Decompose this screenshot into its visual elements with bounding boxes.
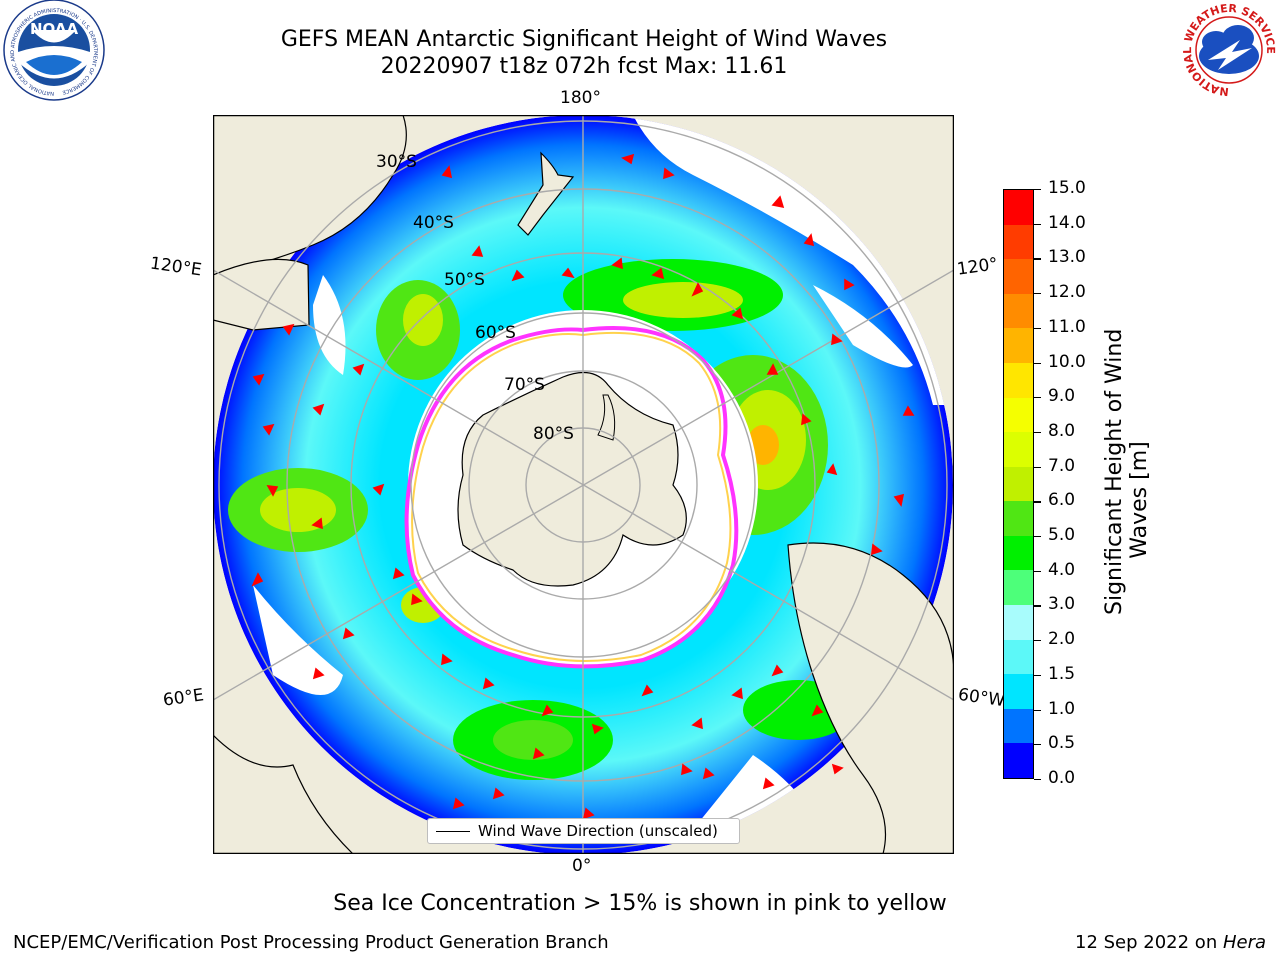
lat-label-30s: 30°S (376, 152, 417, 172)
colorbar-segment (1004, 431, 1033, 467)
colorbar-tick-label: 8.0 (1048, 420, 1076, 441)
colorbar-segment (1004, 535, 1033, 571)
colorbar-tick-label: 4.0 (1048, 559, 1076, 580)
colorbar-tick-label: 15.0 (1048, 178, 1086, 198)
lat-label-40s: 40°S (413, 213, 454, 233)
colorbar-segment (1004, 742, 1033, 778)
lon-label-60w: 60°W (956, 684, 1007, 712)
colorbar-tick-label: 3.0 (1048, 594, 1076, 615)
colorbar-tick-mark (1034, 223, 1041, 225)
colorbar-tick-mark (1034, 744, 1041, 746)
colorbar-tick-label: 9.0 (1048, 386, 1076, 407)
colorbar-tick-mark (1034, 466, 1041, 468)
colorbar-tick-label: 0.0 (1048, 768, 1076, 788)
colorbar-tick-label: 1.5 (1048, 663, 1076, 684)
lon-label-120e: 120°E (148, 253, 203, 281)
map-legend: Wind Wave Direction (unscaled) (427, 818, 740, 844)
colorbar-tick-label: 1.0 (1048, 698, 1076, 719)
wave-height-map (213, 115, 954, 854)
colorbar-segment (1004, 604, 1033, 640)
colorbar-segment (1004, 224, 1033, 260)
colorbar-tick-mark (1034, 189, 1041, 191)
colorbar-segment (1004, 397, 1033, 433)
colorbar-ticks: 0.0 0.5 1.0 1.5 2.0 3.0 4.0 5.0 6.0 7.0 8.0 9.0 10.0… (1034, 0, 1104, 960)
colorbar-tick-label: 7.0 (1048, 455, 1076, 476)
colorbar-tick-mark (1034, 570, 1041, 572)
colorbar-segment (1004, 258, 1033, 294)
map-title: GEFS MEAN Antarctic Significant Height o… (280, 27, 888, 52)
lon-label-0: 0° (572, 856, 592, 876)
lon-label-120w: 120° (955, 254, 1000, 280)
colorbar-tick-mark (1034, 362, 1041, 364)
run-date: 12 Sep 2022 on Hera (1075, 932, 1266, 953)
colorbar-tick-mark (1034, 397, 1041, 399)
colorbar-tick-mark (1034, 293, 1041, 295)
colorbar-tick-label: 14.0 (1048, 212, 1086, 233)
lat-label-80s: 80°S (533, 424, 574, 444)
antarctica (457, 371, 687, 587)
colorbar-tick-label: 2.0 (1048, 629, 1076, 650)
nws-logo-icon: NATIONAL WEATHER SERVICE (1181, 2, 1277, 98)
colorbar-tick-label: 10.0 (1048, 351, 1086, 372)
colorbar-segment (1004, 639, 1033, 675)
lon-label-60e: 60°E (161, 685, 206, 711)
colorbar-title: Significant Height of Wind Waves [m] (1102, 328, 1152, 615)
colorbar-segment (1004, 708, 1033, 744)
colorbar-tick-mark (1034, 605, 1041, 607)
colorbar-segment (1004, 293, 1033, 329)
legend-label: Wind Wave Direction (unscaled) (478, 822, 718, 840)
colorbar-segment (1004, 673, 1033, 709)
noaa-logo-icon: NOAA NATIONAL OCEANIC AND ATMOSPHERIC AD… (3, 0, 105, 101)
lon-label-180: 180° (560, 88, 601, 108)
colorbar-tick-mark (1034, 709, 1041, 711)
colorbar-tick-mark (1034, 258, 1041, 260)
colorbar-tick-label: 5.0 (1048, 525, 1076, 546)
colorbar-segment (1004, 569, 1033, 606)
lat-label-60s: 60°S (475, 323, 516, 343)
colorbar-segment (1004, 362, 1033, 398)
colorbar-tick-label: 12.0 (1048, 282, 1086, 303)
colorbar-tick-mark (1034, 536, 1041, 538)
lat-label-70s: 70°S (504, 375, 545, 395)
colorbar-tick-label: 0.5 (1048, 733, 1076, 754)
colorbar-tick-label: 6.0 (1048, 490, 1076, 511)
colorbar-tick-label: 13.0 (1048, 247, 1086, 268)
producer-credit: NCEP/EMC/Verification Post Processing Pr… (13, 932, 609, 953)
colorbar-tick-mark (1034, 640, 1041, 642)
colorbar-tick-label: 11.0 (1048, 316, 1086, 337)
svg-text:NOAA: NOAA (30, 20, 79, 38)
graticule (213, 115, 954, 854)
colorbar-tick-mark (1034, 674, 1041, 677)
colorbar-tick-mark (1034, 501, 1041, 503)
colorbar-segment (1004, 500, 1033, 536)
colorbar-tick-mark (1034, 327, 1041, 329)
colorbar (1003, 189, 1034, 779)
colorbar-segment (1004, 466, 1033, 502)
lat-label-50s: 50°S (444, 270, 485, 290)
colorbar-segment (1004, 327, 1033, 363)
map-subtitle: 20220907 t18z 072h fcst Max: 11.61 (380, 54, 788, 79)
colorbar-tick-mark (1034, 431, 1041, 434)
legend-line-icon (436, 831, 470, 832)
colorbar-segment (1004, 189, 1033, 225)
colorbar-tick-mark (1034, 779, 1041, 781)
sea-ice-footnote: Sea Ice Concentration > 15% is shown in … (333, 891, 947, 916)
